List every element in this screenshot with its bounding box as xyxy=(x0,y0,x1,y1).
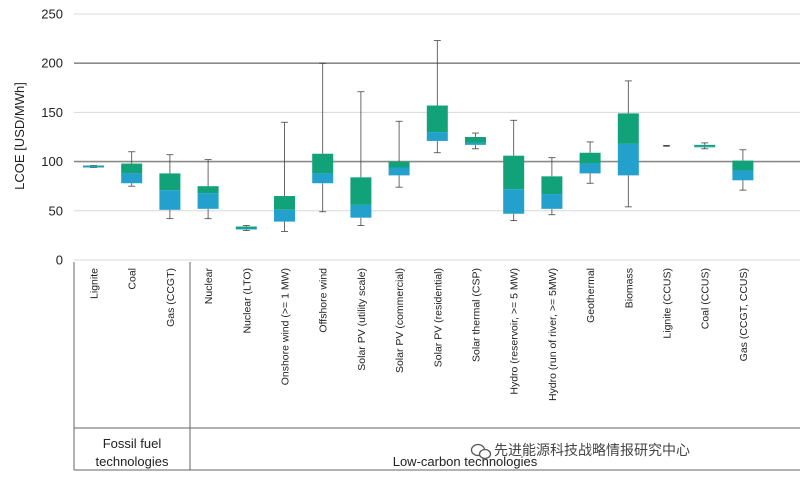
category-label: Onshore wind (>= 1 MW) xyxy=(280,268,292,385)
box-upper-quartile xyxy=(503,155,525,190)
category-label: Biomass xyxy=(623,268,635,308)
group-label-low-carbon: Low-carbon technologies xyxy=(393,454,538,469)
category-labels: Lignite Coal Gas (CCGT) Nuclear Nuclear (LTO… xyxy=(89,268,750,402)
group-labels: Fossil fuel technologies Low-carbon techno… xyxy=(96,436,538,469)
box-upper-quartile xyxy=(197,186,219,194)
box-lower-quartile xyxy=(274,209,295,222)
category-frame xyxy=(73,262,800,471)
box-4 xyxy=(235,225,257,231)
category-label: Nuclear (LTO) xyxy=(241,268,253,334)
category-label: Coal xyxy=(127,268,139,290)
category-label: Solar PV (commercial) xyxy=(394,268,406,373)
box-upper-quartile xyxy=(83,165,104,167)
box-8 xyxy=(388,120,410,188)
y-axis-title: LCOE [USD/MWh] xyxy=(12,82,27,190)
wechat-icon xyxy=(470,443,492,460)
group-label-fossil: Fossil fuel xyxy=(103,436,162,451)
category-label: Hydro (run of river, >= 5MW) xyxy=(547,268,559,401)
box-lower-quartile xyxy=(83,166,104,168)
y-tick-label: 50 xyxy=(49,203,63,218)
box-upper-quartile xyxy=(465,137,486,143)
y-tick-label: 150 xyxy=(41,105,63,120)
box-lower-quartile xyxy=(350,204,372,218)
box-upper-quartile xyxy=(274,196,295,210)
category-label: Offshore wind xyxy=(318,268,330,333)
box-lower-quartile xyxy=(197,193,219,209)
category-label: Lignite (CCUS) xyxy=(662,268,674,339)
y-tick-label: 200 xyxy=(41,56,63,71)
box-upper-quartile xyxy=(121,163,143,174)
box-17 xyxy=(732,149,754,191)
box-point xyxy=(663,145,670,147)
box-upper-quartile xyxy=(694,144,716,147)
box-upper-quartile xyxy=(579,152,601,164)
box-lower-quartile xyxy=(579,163,601,174)
box-upper-quartile xyxy=(617,113,639,144)
category-label: Solar PV (utility scale) xyxy=(356,268,368,371)
box-upper-quartile xyxy=(350,177,372,205)
box-3 xyxy=(197,159,219,220)
box-11 xyxy=(503,119,525,222)
box-upper-quartile xyxy=(312,153,334,174)
box-6 xyxy=(312,62,334,213)
box-plots xyxy=(83,40,754,232)
box-lower-quartile xyxy=(541,194,563,209)
box-lower-quartile xyxy=(617,143,639,176)
box-7 xyxy=(350,91,372,226)
category-label: Hydro (reservoir, >= 5 MW) xyxy=(509,268,521,395)
box-upper-quartile xyxy=(426,105,448,133)
box-12 xyxy=(541,157,563,216)
watermark-text: 先进能源科技战略情报研究中心 xyxy=(494,442,690,458)
category-label: Lignite xyxy=(89,268,101,299)
box-lower-quartile xyxy=(235,228,257,230)
y-tick-label: 250 xyxy=(41,7,63,22)
box-upper-quartile xyxy=(732,160,754,171)
box-14 xyxy=(617,80,639,208)
box-16 xyxy=(694,142,716,150)
category-label: Coal (CCUS) xyxy=(700,268,712,329)
box-2 xyxy=(159,154,181,220)
box-lower-quartile xyxy=(694,146,716,148)
y-axis-ticks: 0 50 100 150 200 250 xyxy=(41,7,63,268)
category-label: Solar PV (residential) xyxy=(432,268,444,367)
box-upper-quartile xyxy=(541,176,563,195)
box-0 xyxy=(83,165,104,168)
box-lower-quartile xyxy=(312,173,334,184)
box-lower-quartile xyxy=(426,132,448,141)
box-15 xyxy=(663,145,670,147)
category-label: Gas (CCGT) xyxy=(165,268,177,327)
category-label: Nuclear xyxy=(203,268,215,305)
box-lower-quartile xyxy=(503,189,525,214)
group-label-fossil: technologies xyxy=(96,454,169,469)
category-label: Solar thermal (CSP) xyxy=(471,268,483,362)
box-10 xyxy=(465,132,486,150)
box-lower-quartile xyxy=(121,173,143,184)
box-5 xyxy=(274,121,295,232)
box-lower-quartile xyxy=(159,190,181,210)
watermark: 先进能源科技战略情报研究中心 xyxy=(470,442,690,460)
box-13 xyxy=(579,141,601,184)
box-lower-quartile xyxy=(388,167,410,176)
box-lower-quartile xyxy=(465,142,486,145)
box-upper-quartile xyxy=(388,161,410,168)
box-1 xyxy=(121,151,143,187)
box-upper-quartile xyxy=(235,226,257,229)
y-tick-label: 100 xyxy=(41,154,63,169)
box-upper-quartile xyxy=(159,173,181,191)
y-tick-label: 0 xyxy=(56,253,63,268)
box-lower-quartile xyxy=(732,170,754,181)
category-label: Gas (CCGT, CCUS) xyxy=(738,268,750,361)
category-label: Geothermal xyxy=(585,268,597,323)
box-9 xyxy=(426,40,448,154)
